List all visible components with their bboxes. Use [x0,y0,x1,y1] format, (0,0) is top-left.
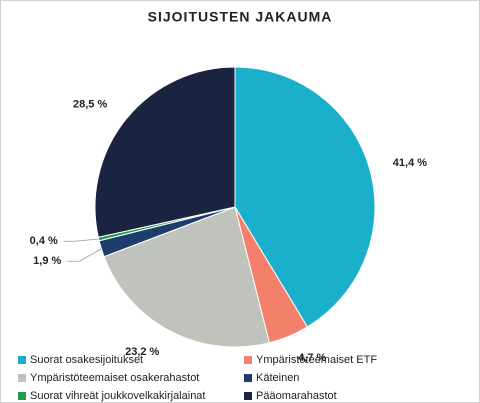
pie-slice [103,206,270,348]
chart-title: SIJOITUSTEN JAKAUMA [148,9,333,25]
legend-label: Pääomarahastot [256,390,337,402]
legend-swatch [244,356,252,364]
legend-label: Ympäristöteemaiset ETF [256,354,377,366]
leader-line [67,248,102,262]
value-label: 23,2 % [125,346,159,358]
legend-swatch [244,374,252,382]
value-label: 4,7 % [298,352,326,364]
legend-label: Suorat vihreät joukkovelkakirjalainat [30,390,205,402]
legend-swatch [18,392,26,400]
legend-swatch [18,356,26,364]
legend-swatch [18,374,26,382]
leader-line [63,238,99,242]
legend-swatch [244,392,252,400]
pie-slice [94,66,236,238]
value-label: 28,5 % [73,98,107,110]
value-label: 0,4 % [30,235,58,247]
legend-label: Suorat osakesijoitukset [30,354,143,366]
value-label: 41,4 % [393,157,427,169]
legend-label: Käteinen [256,372,299,384]
legend-label: Ympäristöteemaiset osakerahastot [30,372,199,384]
value-label: 1,9 % [33,255,61,267]
pie-slice [234,66,376,328]
